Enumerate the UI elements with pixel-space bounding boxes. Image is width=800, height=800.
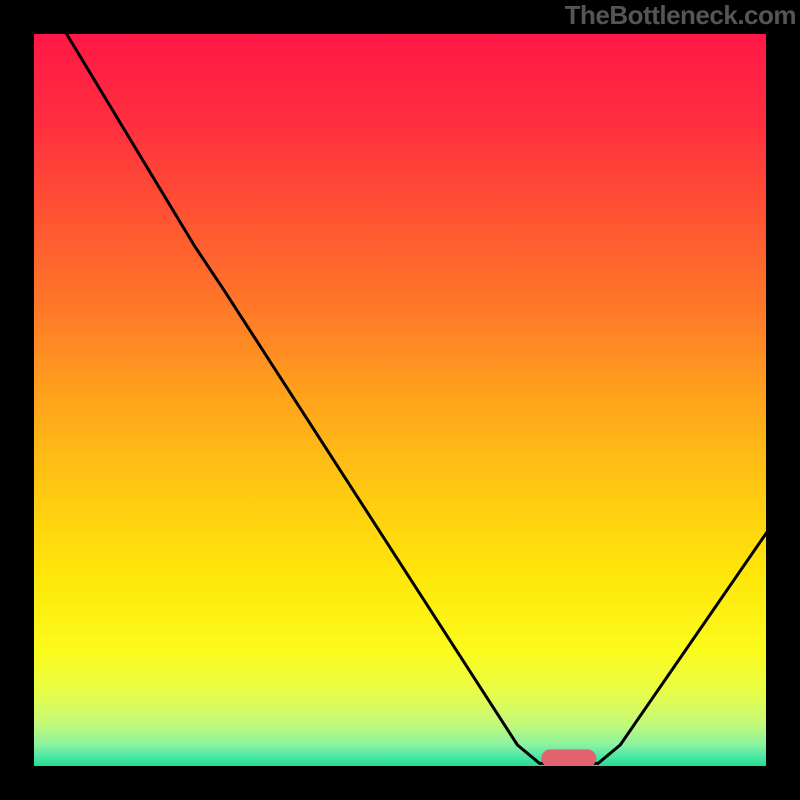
bottleneck-chart <box>0 0 800 800</box>
optimal-marker <box>541 749 596 767</box>
figure-root: TheBottleneck.com <box>0 0 800 800</box>
plot-background-gradient <box>33 33 767 767</box>
watermark-text: TheBottleneck.com <box>565 0 796 31</box>
